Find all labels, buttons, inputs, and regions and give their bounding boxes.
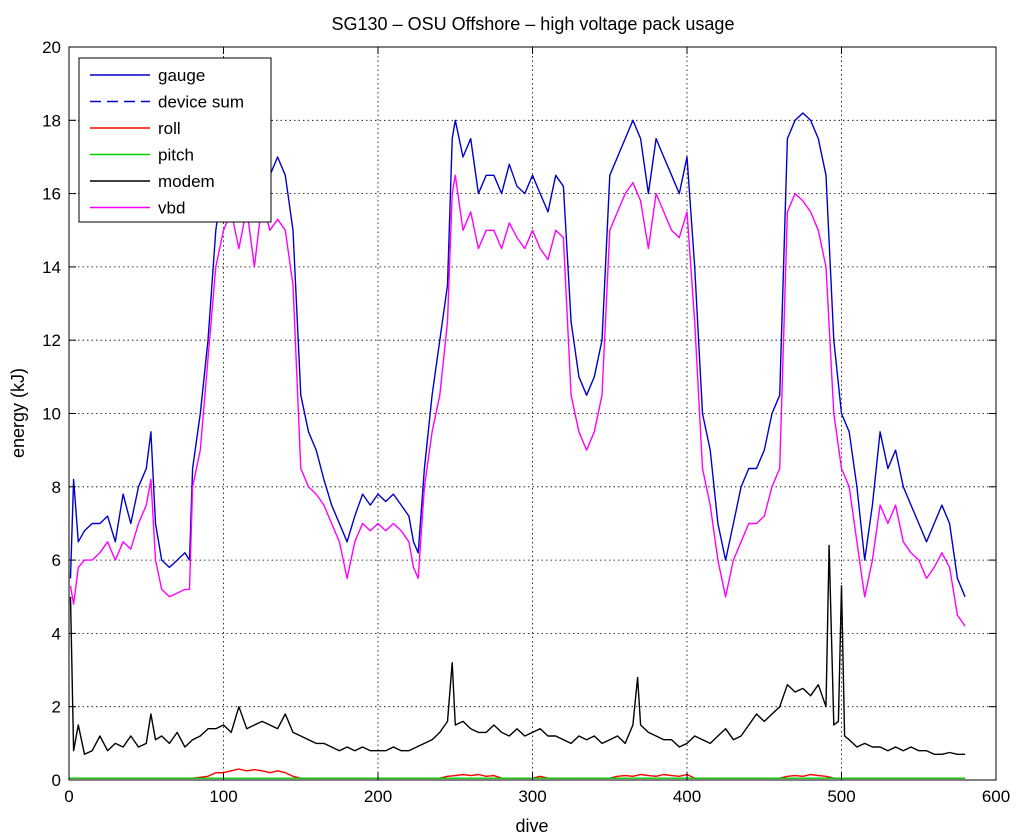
x-tick-label: 500 [827,787,855,806]
legend-label-pitch: pitch [158,146,194,165]
x-tick-label: 400 [673,787,701,806]
x-tick-label: 0 [64,787,73,806]
x-axis-label: dive [515,816,548,836]
y-tick-label: 0 [52,771,61,790]
legend-label-device-sum: device sum [158,93,244,112]
series-gauge [69,112,966,598]
x-tick-label: 100 [209,787,237,806]
y-tick-label: 4 [52,624,61,643]
y-tick-label: 10 [42,405,61,424]
x-tick-label: 300 [518,787,546,806]
y-tick-label: 8 [52,478,61,497]
legend-label-modem: modem [158,172,215,191]
axis-ticks: 0 100 200 300 400 500 600 0 2 4 6 8 10 12 14 16 18 20 [42,38,1010,806]
legend-box [78,57,272,223]
chart-title: SG130 – OSU Offshore – high voltage pack… [332,14,735,34]
legend-label-roll: roll [158,119,181,138]
x-tick-label: 600 [982,787,1010,806]
series-vbd [69,174,966,627]
y-axis-label: energy (kJ) [8,368,28,458]
legend: gauge device sum roll pitch modem vbd [78,57,272,223]
y-tick-label: 20 [42,38,61,57]
legend-label-gauge: gauge [158,66,205,85]
x-tick-label: 200 [364,787,392,806]
y-tick-label: 16 [42,185,61,204]
series-modem [69,544,966,755]
y-tick-label: 2 [52,698,61,717]
y-tick-label: 14 [42,258,61,277]
y-tick-label: 12 [42,331,61,350]
y-tick-label: 6 [52,551,61,570]
legend-label-vbd: vbd [158,199,185,218]
y-tick-label: 18 [42,111,61,130]
